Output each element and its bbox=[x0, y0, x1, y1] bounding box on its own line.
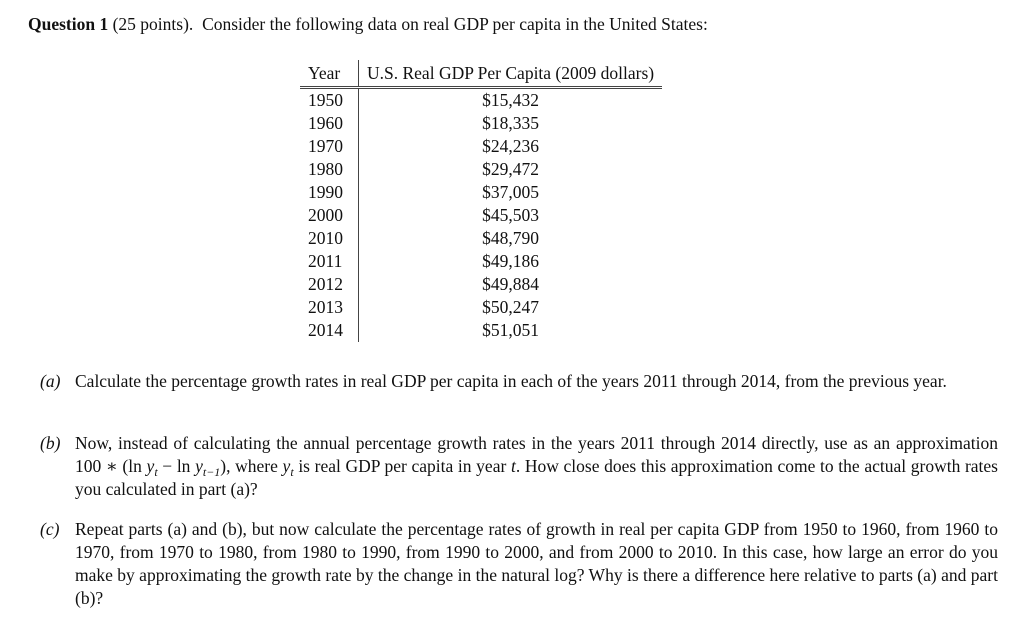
year-cell: 1990 bbox=[300, 181, 359, 204]
gdp-cell: $24,236 bbox=[482, 136, 539, 156]
data-table: Year U.S. Real GDP Per Capita (2009 dolla… bbox=[300, 60, 663, 342]
gdp-cell: $49,186 bbox=[482, 251, 539, 271]
year-cell: 1970 bbox=[300, 135, 359, 158]
question-part: (b) Now, instead of calculating the annua… bbox=[40, 432, 998, 501]
year-cell: 1980 bbox=[300, 158, 359, 181]
table-row: 2014 $51,051 bbox=[300, 319, 662, 342]
text-run: Calculate the percentage growth rates in… bbox=[75, 371, 947, 391]
table-row: 2011 $49,186 bbox=[300, 250, 662, 273]
year-cell: 2000 bbox=[300, 204, 359, 227]
year-cell: 2011 bbox=[300, 250, 359, 273]
year-cell: 1950 bbox=[300, 87, 359, 112]
gdp-cell: $49,884 bbox=[482, 274, 539, 294]
column-header: Year bbox=[300, 60, 359, 89]
gdp-cell: $48,790 bbox=[482, 228, 539, 248]
year-cell: 2010 bbox=[300, 227, 359, 250]
text-run: t bbox=[290, 465, 294, 479]
part-label: (c) bbox=[40, 519, 60, 539]
part-text: Now, instead of calculating the annual p… bbox=[75, 432, 998, 501]
text-run: t bbox=[510, 456, 516, 476]
text-run: Repeat parts (a) and (b), but now calcul… bbox=[75, 519, 998, 608]
text-run: y bbox=[146, 456, 155, 476]
table-row: 2010 $48,790 bbox=[300, 227, 662, 250]
text-run: . How close does this approximation come… bbox=[75, 456, 998, 499]
table-row: 2013 $50,247 bbox=[300, 296, 662, 319]
part-label: (a) bbox=[40, 371, 61, 391]
gdp-cell: $18,335 bbox=[482, 113, 539, 133]
text-run: is real GDP per capita in year bbox=[293, 456, 511, 476]
gdp-cell: $29,472 bbox=[482, 159, 539, 179]
year-cell: 2012 bbox=[300, 273, 359, 296]
question-text: Consider the following data on real GDP … bbox=[202, 14, 708, 34]
part-text: Calculate the percentage growth rates in… bbox=[75, 370, 998, 393]
gdp-cell: $51,051 bbox=[482, 320, 539, 340]
text-run: − ln bbox=[157, 456, 196, 476]
header-row: Year U.S. Real GDP Per Capita (2009 dolla… bbox=[300, 60, 663, 89]
question-part: (a) Calculate the percentage growth rates… bbox=[40, 370, 998, 393]
year-cell: 2013 bbox=[300, 296, 359, 319]
question-points: (25 points). bbox=[112, 14, 194, 34]
year-cell: 1960 bbox=[300, 112, 359, 135]
question-label: Question 1 bbox=[28, 14, 109, 34]
part-label: (b) bbox=[40, 433, 61, 453]
part-text: Repeat parts (a) and (b), but now calcul… bbox=[75, 518, 998, 610]
table-row: 2000 $45,503 bbox=[300, 204, 662, 227]
text-run: ), where bbox=[220, 456, 283, 476]
question-part: (c) Repeat parts (a) and (b), but now cal… bbox=[40, 518, 998, 610]
text-run: y bbox=[282, 456, 291, 476]
question-header: Question 1 (25 points). Consider the fol… bbox=[28, 14, 708, 35]
table-row: 2012 $49,884 bbox=[300, 273, 662, 296]
gdp-cell: $50,247 bbox=[482, 297, 539, 317]
gdp-cell: $45,503 bbox=[482, 205, 539, 225]
text-run: t−1 bbox=[202, 465, 221, 479]
gdp-cell: $15,432 bbox=[482, 90, 539, 110]
column-header: U.S. Real GDP Per Capita (2009 dollars) bbox=[358, 60, 663, 89]
table-row: 1970 $24,236 bbox=[300, 135, 662, 158]
text-run: y bbox=[195, 456, 203, 476]
table-row: 1980 $29,472 bbox=[300, 158, 662, 181]
year-cell: 2014 bbox=[300, 319, 359, 342]
text-run: Now, instead of calculating the annual p… bbox=[75, 433, 998, 476]
table-row: 1990 $37,005 bbox=[300, 181, 662, 204]
gdp-cell: $37,005 bbox=[482, 182, 539, 202]
text-run: t bbox=[154, 465, 158, 479]
table-row: 1950 $15,432 bbox=[300, 87, 662, 112]
table-row: 1960 $18,335 bbox=[300, 112, 662, 135]
